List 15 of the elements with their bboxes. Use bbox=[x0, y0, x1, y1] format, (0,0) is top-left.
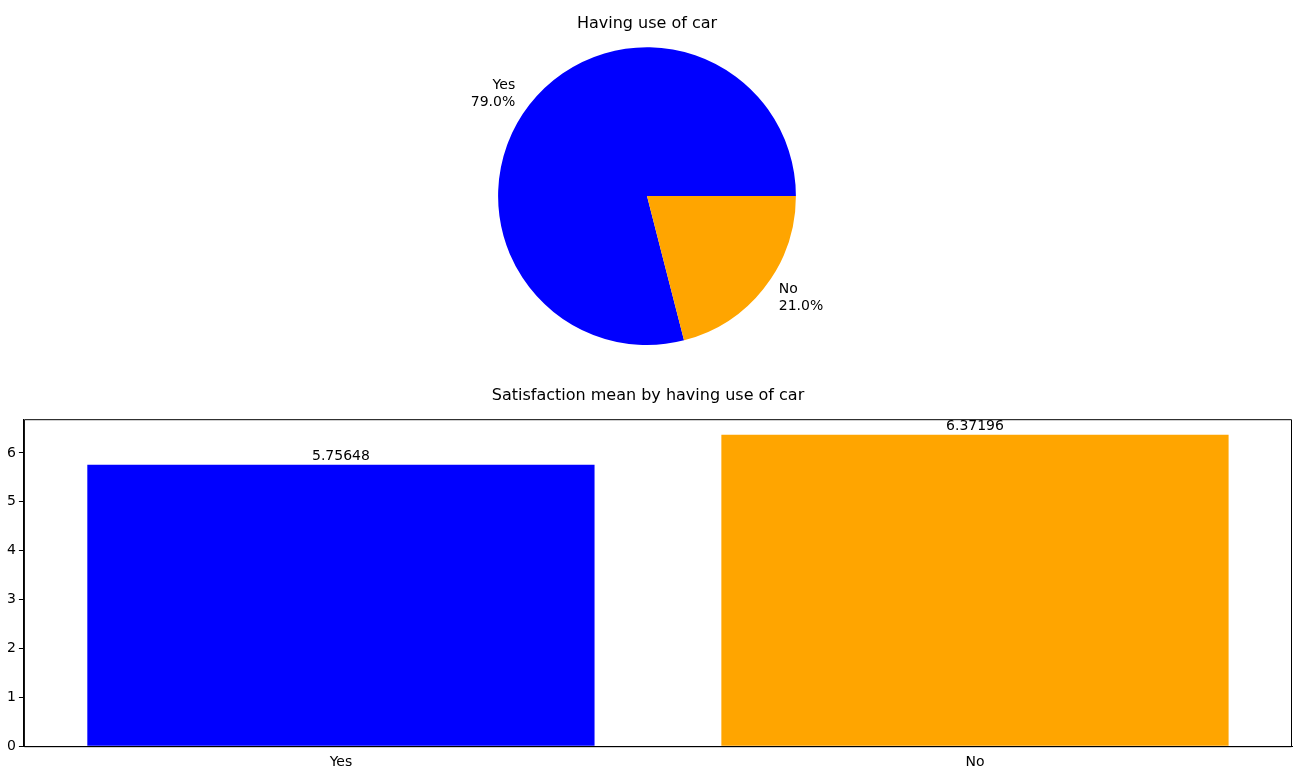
y-tick-label: 4 bbox=[6, 541, 16, 558]
y-tick-label: 5 bbox=[6, 492, 16, 509]
chart-title: Satisfaction mean by having use of car bbox=[491, 384, 805, 404]
data-label: 21.0% bbox=[778, 297, 824, 314]
slice-label: No bbox=[778, 280, 798, 297]
data-label: 6.37196 bbox=[946, 417, 1005, 434]
y-tick-label: 1 bbox=[6, 687, 16, 704]
data-label: 79.0% bbox=[470, 93, 516, 110]
chart-title: Having use of car bbox=[576, 12, 718, 32]
y-tick-label: 3 bbox=[6, 590, 16, 607]
slice-label: Yes bbox=[491, 76, 516, 93]
y-tick-label: 2 bbox=[6, 639, 16, 656]
data-label: 5.75648 bbox=[311, 447, 370, 464]
y-tick-label: 0 bbox=[6, 736, 16, 753]
y-tick-label: 6 bbox=[6, 443, 16, 460]
